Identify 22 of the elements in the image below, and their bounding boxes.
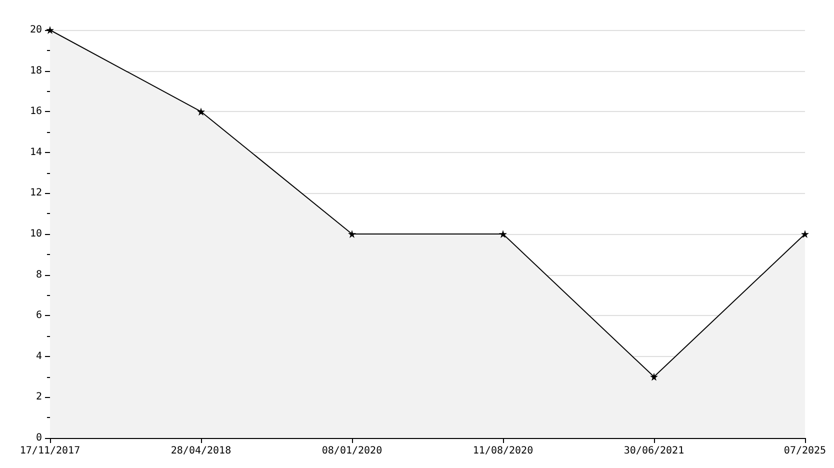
x-tick-label: 08/01/2020: [322, 446, 382, 456]
x-tick-label: 28/04/2018: [170, 446, 232, 456]
y-tick-label: 12: [30, 188, 42, 199]
point: [801, 230, 809, 238]
y-tick-label: 16: [30, 106, 42, 118]
x-tick-label: 30/06/2021: [624, 446, 684, 456]
point: [650, 372, 658, 381]
point: [348, 230, 356, 238]
y-tick-label: 8: [36, 269, 42, 280]
x-tick-label: 17/11/2017: [20, 446, 80, 456]
point: [197, 108, 205, 116]
y-tick-label: 14: [30, 146, 42, 158]
x-tick-label: 07/2025: [784, 446, 826, 456]
y-tick-label: 6: [36, 310, 42, 322]
y-tick-label: 0: [36, 432, 42, 444]
x-tick-label: 11/08/2020: [472, 446, 534, 456]
y-tick-label: 4: [36, 350, 42, 362]
y-tick-label: 20: [30, 24, 42, 36]
point: [499, 230, 507, 238]
y-tick-label: 10: [30, 228, 42, 240]
y-tick-label: 2: [36, 392, 42, 403]
y-tick-label: 18: [30, 65, 42, 76]
